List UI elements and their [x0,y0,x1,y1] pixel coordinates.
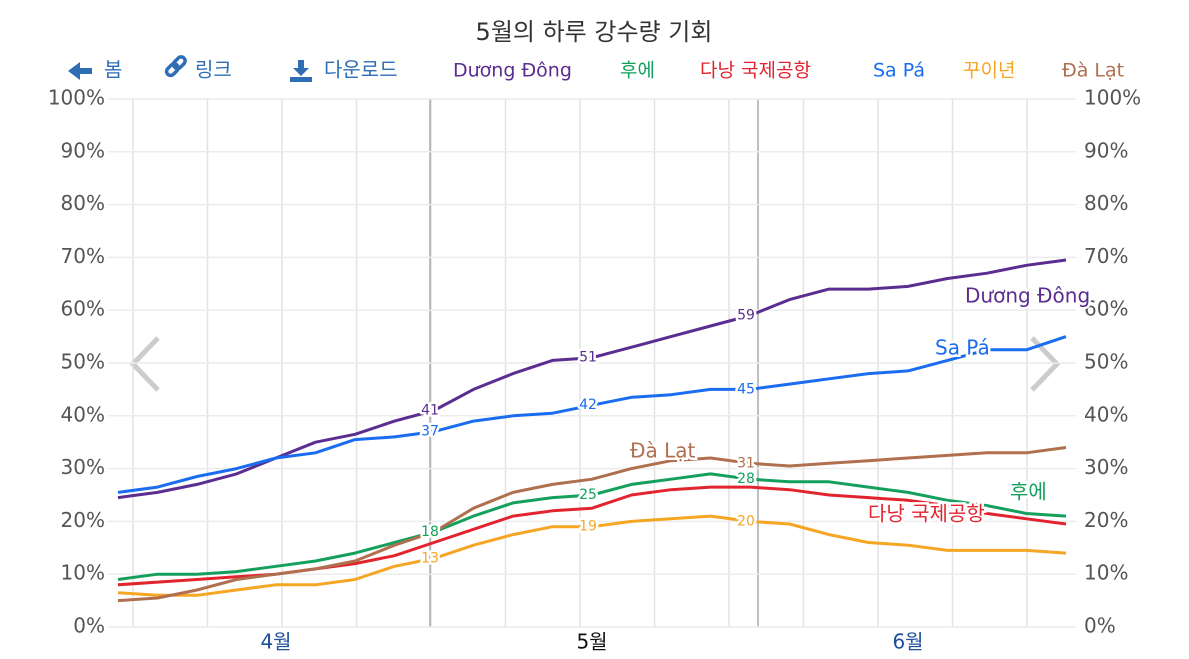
y2-tick-label: 0% [1084,614,1116,638]
y2-tick-label: 10% [1084,561,1128,585]
y2-tick-label: 90% [1084,138,1128,162]
data-label: 20 [737,513,755,529]
y2-tick-label: 100% [1084,86,1141,110]
data-label: 31 [737,455,755,471]
series-line [117,335,1067,494]
link-icon[interactable] [164,55,187,78]
y-tick-label: 40% [61,402,105,426]
y-tick-label: 100% [48,86,105,110]
data-label: 13 [421,550,439,566]
y2-tick-label: 30% [1084,455,1128,479]
data-label: 59 [737,307,755,323]
series-line [117,472,1067,581]
toolbar-item[interactable]: 봄 [104,58,122,82]
y-tick-label: 50% [61,350,105,374]
y-tick-label: 10% [61,561,105,585]
chart-title: 5월의 하루 강수량 기회 [476,18,713,46]
data-label: 25 [579,487,597,503]
y2-tick-label: 40% [1084,402,1128,426]
x-tick-label: 5월 [576,630,607,654]
y2-tick-label: 50% [1084,350,1128,374]
data-label: 41 [421,403,439,419]
series-end-label: Sa Pá [935,336,990,360]
series-end-label: 다낭 국제공항 [868,502,985,526]
legend-entry[interactable]: Đà Lạt [1062,60,1124,82]
y2-tick-label: 80% [1084,191,1128,215]
y-tick-label: 90% [61,138,105,162]
y2-tick-label: 20% [1084,508,1128,532]
toolbar: 봄 링크 다운로드 [68,55,398,82]
y-tick-label: 70% [61,244,105,268]
x-tick-label: 4월 [260,630,291,654]
legend-entry[interactable]: 꾸이년 [963,60,1015,82]
series-line [117,514,1067,597]
series-line [117,446,1067,603]
toolbar-item[interactable]: 다운로드 [324,58,398,82]
y-tick-label: 30% [61,455,105,479]
legend-entry[interactable]: 후에 [620,60,655,82]
data-label: 19 [579,519,597,535]
y-tick-label: 80% [61,191,105,215]
data-label: 45 [737,381,755,397]
prev-arrow[interactable] [129,336,160,392]
data-label: 28 [737,471,755,487]
y2-tick-label: 70% [1084,244,1128,268]
home-icon[interactable] [68,62,92,80]
y-tick-label: 20% [61,508,105,532]
data-label: 37 [421,424,439,440]
y-tick-label: 60% [61,297,105,321]
download-icon[interactable] [290,60,312,82]
data-label: 51 [579,350,597,366]
data-label: 42 [579,397,597,413]
series-end-label: 후에 [1010,480,1047,504]
legend-entry[interactable]: Dương Đông [453,60,572,82]
series-end-label: Đà Lạt [630,439,696,463]
toolbar-item[interactable]: 링크 [195,58,232,82]
legend-entry[interactable]: 다낭 국제공항 [700,60,811,82]
y-tick-label: 0% [73,614,105,638]
data-label: 18 [421,524,439,540]
x-tick-label: 6월 [892,630,923,654]
legend-entry[interactable]: Sa Pá [873,60,925,82]
y2-tick-label: 60% [1084,297,1128,321]
series-end-label: Dương Đông [965,284,1090,308]
